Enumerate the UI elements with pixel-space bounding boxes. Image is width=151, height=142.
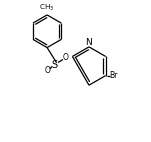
Text: O: O <box>44 66 50 75</box>
Text: S: S <box>52 60 58 70</box>
Text: Br: Br <box>109 71 118 80</box>
Text: N: N <box>86 38 92 47</box>
Text: O: O <box>63 53 69 62</box>
Text: CH$_3$: CH$_3$ <box>39 3 55 13</box>
